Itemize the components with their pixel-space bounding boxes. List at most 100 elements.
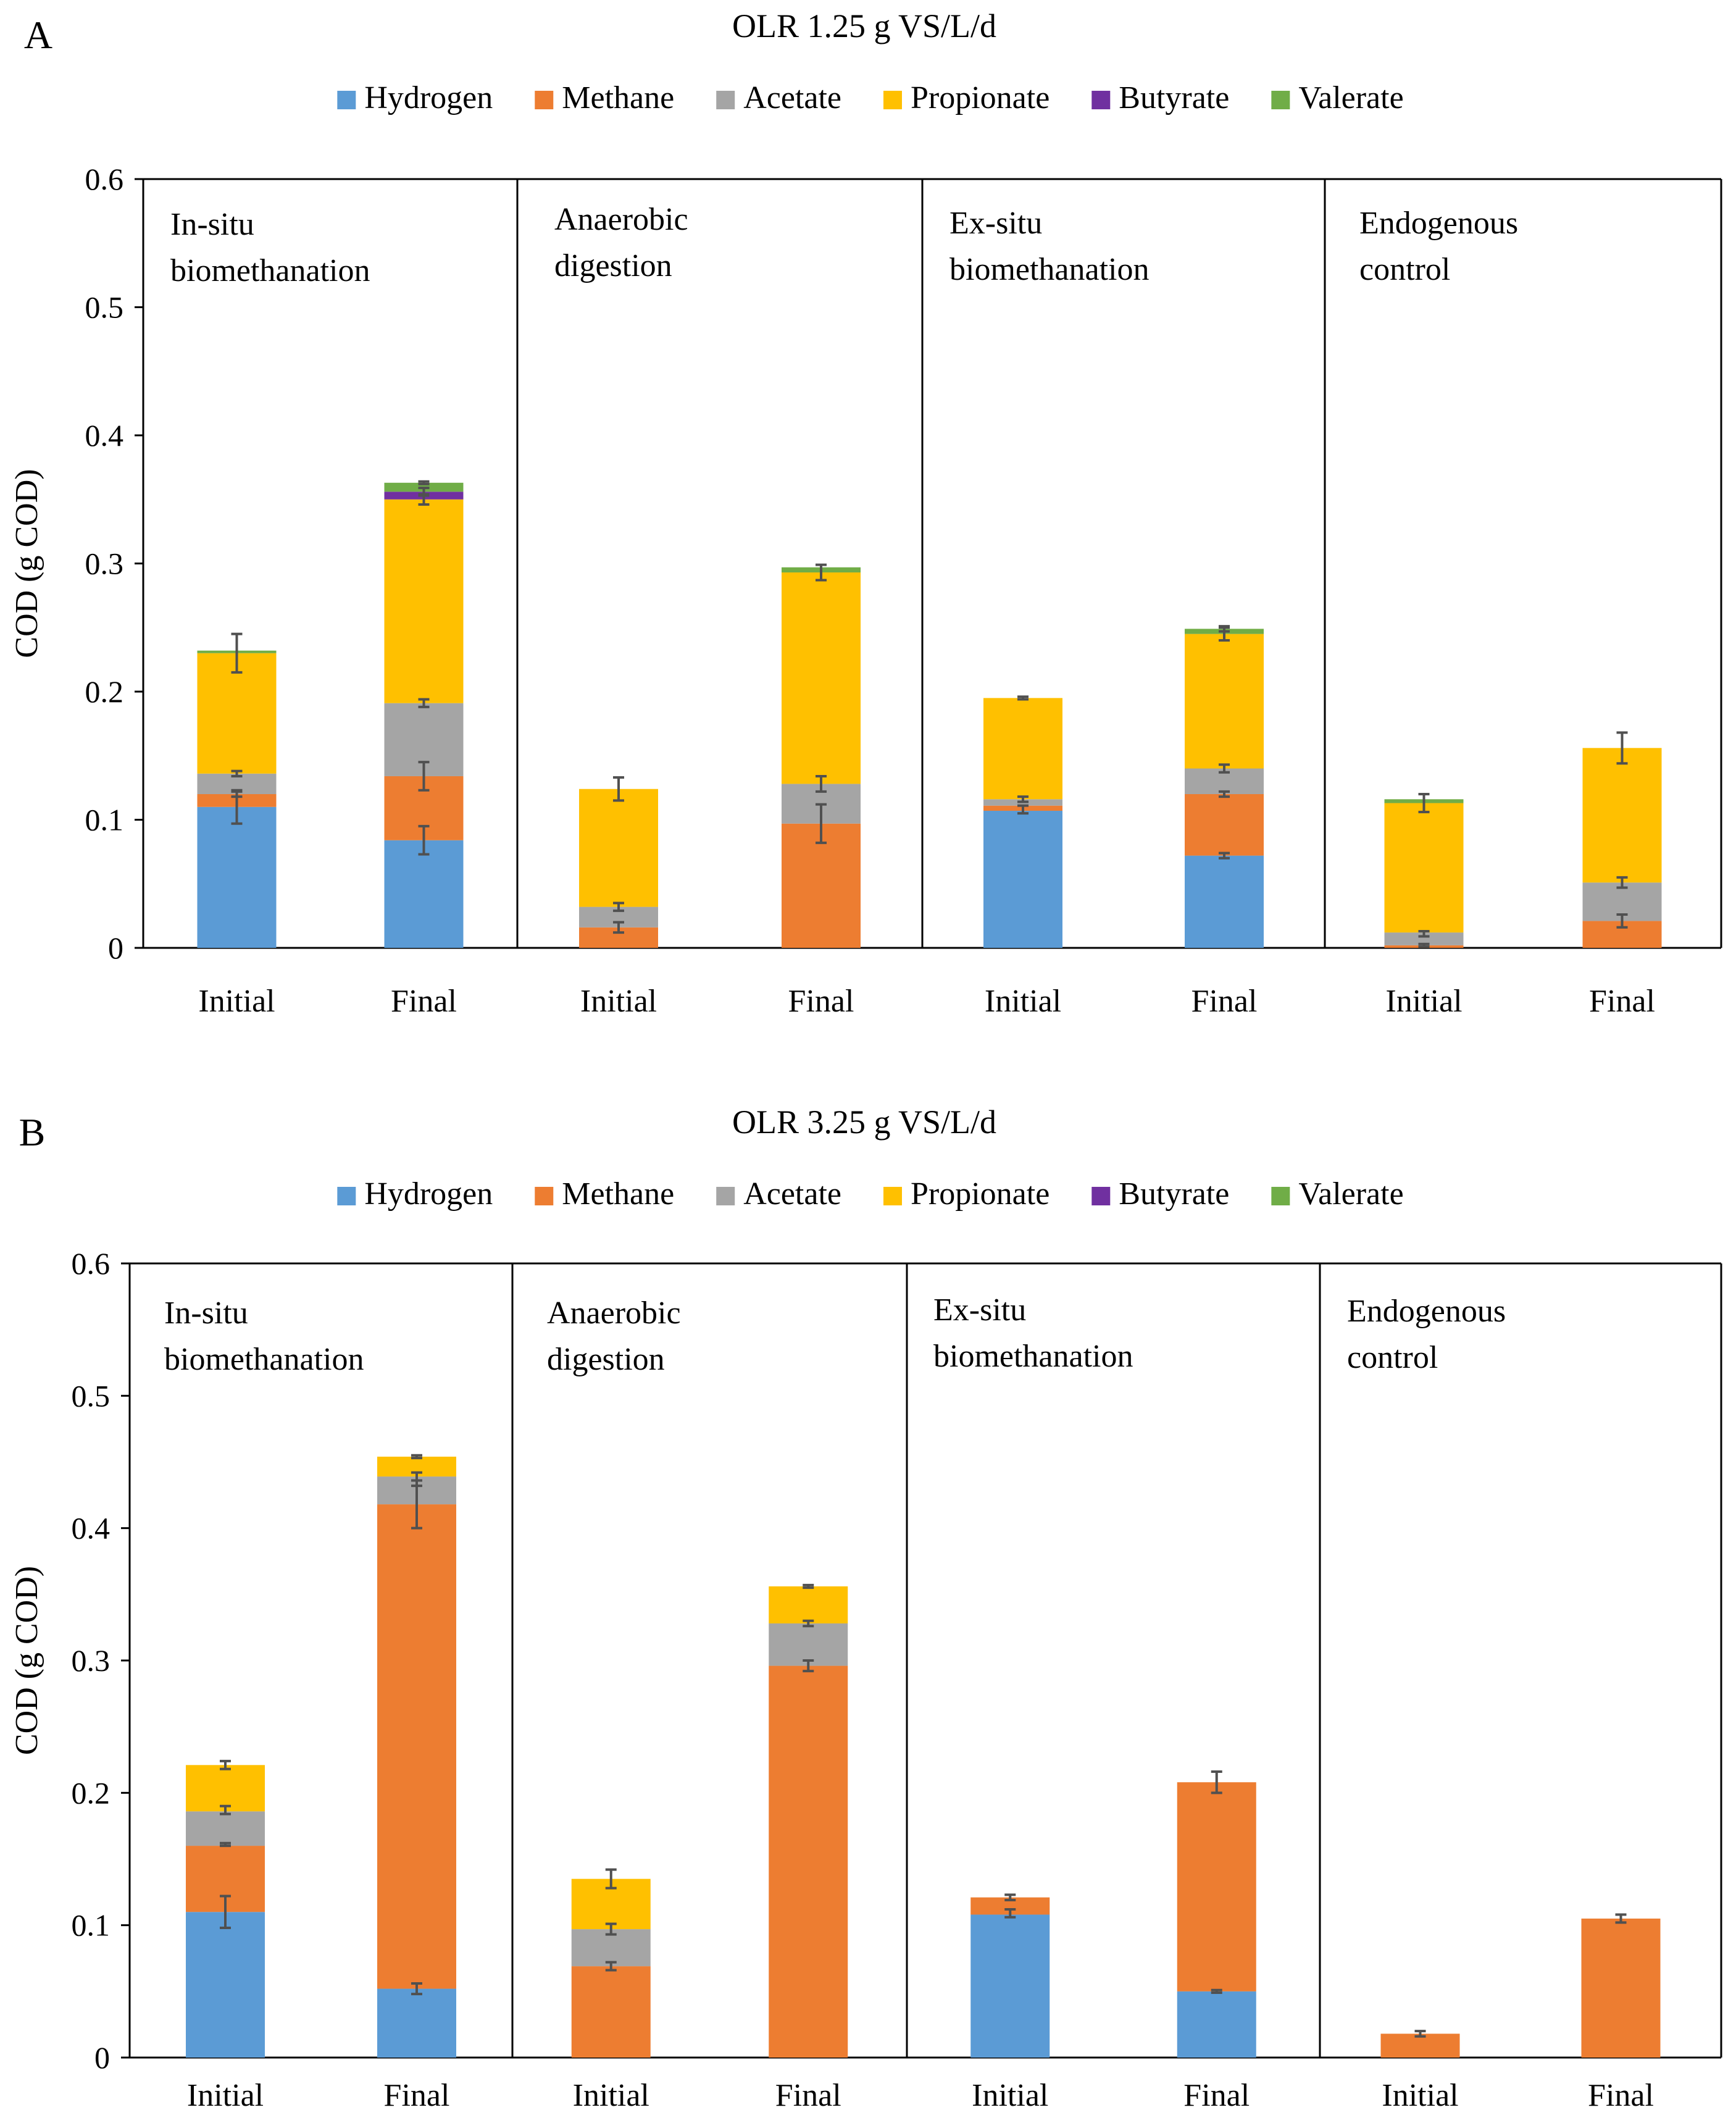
panel-b-legend-swatch-hydrogen	[337, 1187, 356, 1205]
panel-a-bar-initial: Initial	[579, 776, 658, 1019]
panel-a-segment-hydrogen	[983, 810, 1062, 948]
panel-a-group-2: Anaerobic digestion Initial Final	[554, 202, 861, 1019]
panel-a-x-tick-label: Initial	[1385, 984, 1462, 1019]
panel-a-group-label: Ex-situ	[949, 206, 1042, 241]
panel-a-bar-final: Final	[782, 563, 861, 1019]
panel-a-legend-label-propionate: Propionate	[911, 80, 1050, 115]
panel-b-legend-swatch-methane	[535, 1187, 554, 1205]
panel-a-legend-swatch-acetate	[716, 91, 735, 109]
panel-a-group-label: In-situ	[170, 207, 254, 242]
panel-b-y-tick-label: 0.4	[72, 1511, 111, 1546]
panel-a-bar-initial: Initial	[983, 695, 1062, 1019]
panel-a-group-label: Endogenous	[1359, 206, 1518, 241]
panel-b-x-tick-label: Final	[1183, 2078, 1250, 2113]
panel-b-group-1: In-situ biomethanation Initial Final	[164, 1296, 456, 2113]
panel-b-x-tick-label: Final	[1588, 2078, 1654, 2113]
panel-b-letter: B	[19, 1110, 46, 1154]
panel-b-bar-initial: Initial	[970, 1893, 1050, 2113]
panel-a-segment-propionate	[384, 499, 464, 703]
panel-b-title: OLR 3.25 g VS/L/d	[732, 1103, 996, 1141]
panel-a-segment-propionate	[1185, 634, 1264, 769]
panel-a-y-tick-label: 0.4	[85, 418, 124, 453]
panel-a: A OLR 1.25 g VS/L/d Hydrogen Methane Acetate…	[9, 7, 1722, 1019]
panel-a-segment-hydrogen	[384, 840, 464, 948]
panel-b-segment-hydrogen	[1177, 1991, 1256, 2058]
panel-a-group-1: In-situ biomethanation Initial Final	[170, 207, 464, 1019]
panel-a-group-label: biomethanation	[949, 252, 1149, 287]
panel-a-x-tick-label: Final	[1589, 984, 1655, 1019]
panel-b-x-tick-label: Initial	[1382, 2078, 1458, 2113]
panel-b-group-label: biomethanation	[164, 1342, 364, 1377]
panel-a-group-label: Anaerobic	[554, 202, 688, 237]
panel-b-bar-initial: Initial	[1380, 2030, 1460, 2113]
panel-a-x-tick-label: Final	[1191, 984, 1258, 1019]
panel-b-segment-acetate	[769, 1623, 848, 1666]
panel-b-segment-methane	[1581, 1918, 1661, 2058]
panel-b-group-label: control	[1347, 1340, 1438, 1375]
panel-b-bar-final: Final	[769, 1583, 848, 2113]
panel-b: B OLR 3.25 g VS/L/d Hydrogen Methane Acetate…	[9, 1103, 1722, 2113]
panel-a-legend-label-hydrogen: Hydrogen	[364, 80, 493, 115]
panel-a-y-tick-label: 0	[108, 931, 123, 965]
panel-a-group-4: Endogenous control Initial Final	[1359, 206, 1662, 1019]
panel-a-legend: Hydrogen Methane Acetate Propionate Butyrate…	[337, 80, 1404, 115]
panel-b-bar-final: Final	[377, 1454, 456, 2113]
panel-a-y-tick-label: 0.6	[85, 162, 124, 196]
panel-a-y-tick-label: 0.5	[85, 290, 124, 325]
panel-b-x-tick-label: Final	[384, 2078, 450, 2113]
panel-b-segment-hydrogen	[970, 1914, 1050, 2058]
panel-b-segment-propionate	[769, 1586, 848, 1623]
panel-b-bar-initial: Initial	[186, 1759, 265, 2113]
panel-a-segment-methane	[1185, 794, 1264, 856]
panel-b-x-tick-label: Initial	[187, 2078, 264, 2113]
panel-a-segment-propionate	[579, 789, 658, 907]
panel-a-legend-swatch-methane	[535, 91, 554, 109]
panel-a-segment-hydrogen	[197, 806, 277, 948]
panel-b-y-tick-label: 0.2	[72, 1775, 111, 1810]
panel-a-legend-swatch-valerate	[1271, 91, 1290, 109]
panel-a-y-tick-label: 0.1	[85, 803, 124, 837]
panel-b-legend: Hydrogen Methane Acetate Propionate Butyrate…	[337, 1176, 1404, 1212]
panel-b-segment-hydrogen	[377, 1988, 456, 2058]
panel-b-legend-swatch-butyrate	[1091, 1187, 1111, 1205]
panel-b-group-4: Endogenous control Initial Final	[1347, 1294, 1661, 2113]
panel-a-legend-swatch-propionate	[883, 91, 902, 109]
panel-b-bar-final: Final	[1177, 1770, 1256, 2113]
panel-b-legend-label-hydrogen: Hydrogen	[364, 1176, 493, 1212]
panel-a-legend-swatch-hydrogen	[337, 91, 356, 109]
panel-a-x-tick-label: Initial	[198, 984, 275, 1019]
panel-b-group-label: In-situ	[164, 1296, 248, 1331]
panel-b-segment-methane	[377, 1504, 456, 1989]
panel-b-y-tick-label: 0.1	[72, 1908, 111, 1943]
panel-b-group-label: Endogenous	[1347, 1294, 1506, 1329]
panel-a-group-label: digestion	[554, 248, 672, 283]
panel-b-group-label: Anaerobic	[547, 1296, 681, 1331]
panel-b-x-tick-label: Final	[775, 2078, 841, 2113]
panel-a-y-tick-label: 0.3	[85, 546, 124, 581]
panel-b-legend-label-valerate: Valerate	[1298, 1176, 1403, 1212]
panel-a-segment-acetate	[1384, 932, 1464, 945]
panel-b-group-3: Ex-situ biomethanation Initial Final	[933, 1292, 1256, 2113]
panel-a-bar-final: Final	[1185, 625, 1264, 1019]
panel-b-legend-label-propionate: Propionate	[911, 1176, 1050, 1212]
panel-b-segment-methane	[1380, 2033, 1460, 2058]
panel-a-segment-methane	[782, 823, 861, 948]
panel-a-y-tick-label: 0.2	[85, 674, 124, 709]
panel-a-legend-swatch-butyrate	[1091, 91, 1111, 109]
panel-b-y-tick-label: 0.6	[72, 1246, 111, 1281]
panel-b-y-tick-label: 0.5	[72, 1378, 111, 1413]
panel-a-x-tick-label: Final	[391, 984, 457, 1019]
panel-b-segment-hydrogen	[186, 1912, 265, 2058]
panel-b-segment-methane	[769, 1665, 848, 2058]
panel-b-x-tick-label: Initial	[972, 2078, 1048, 2113]
panel-b-y-tick-label: 0.3	[72, 1643, 111, 1678]
panel-a-segment-propionate	[1582, 748, 1662, 883]
panel-b-legend-label-methane: Methane	[562, 1176, 674, 1212]
panel-a-segment-propionate	[782, 572, 861, 784]
panel-b-group-label: biomethanation	[933, 1339, 1133, 1374]
panel-a-letter: A	[24, 13, 52, 57]
panel-b-x-tick-label: Initial	[573, 2078, 649, 2113]
panel-a-y-axis-label: COD (g COD)	[9, 469, 44, 658]
panel-b-segment-propionate	[186, 1765, 265, 1812]
